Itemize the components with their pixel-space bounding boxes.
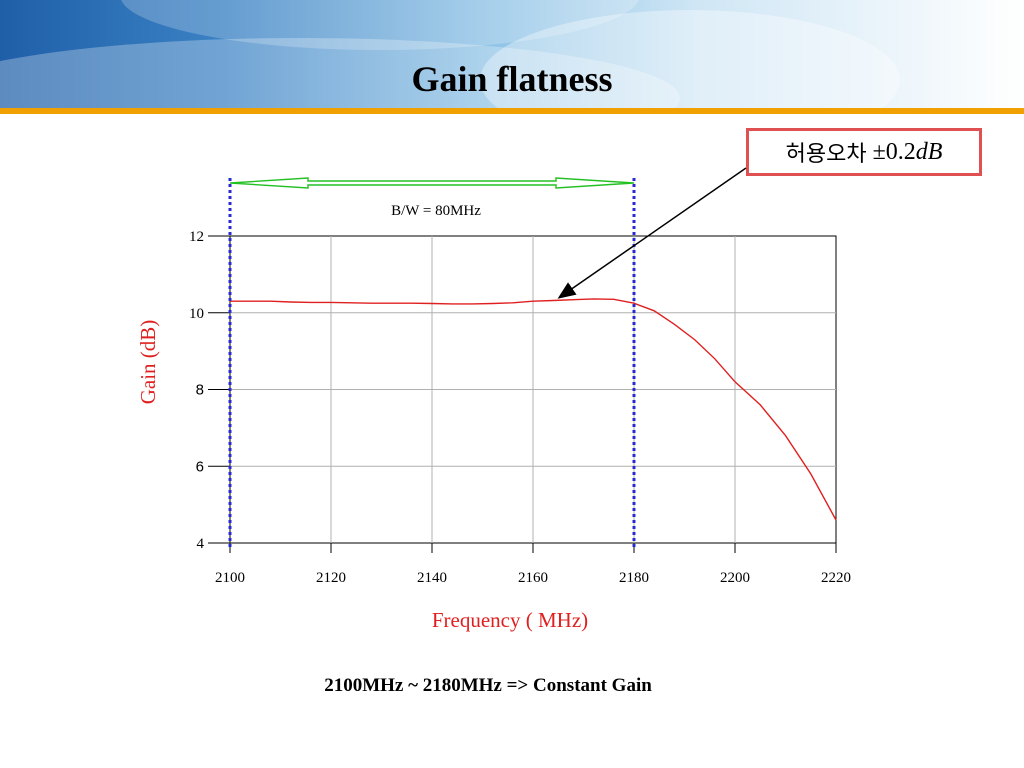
y-tick-label: 6: [196, 458, 204, 475]
bandwidth-label: B/W = 80MHz: [391, 203, 481, 219]
callout-arrow: [557, 167, 747, 299]
tolerance-value: ±0.2: [872, 138, 916, 165]
gain-curve: [230, 298, 837, 521]
tolerance-unit: dB: [915, 138, 943, 165]
x-tick-label: 2220: [821, 570, 851, 586]
y-axis-title: Gain (dB): [136, 320, 160, 405]
footer-note: 2100MHz ~ 2180MHz => Constant Gain: [324, 675, 652, 696]
x-tick-label: 2120: [316, 570, 346, 586]
y-tick-label: 8: [196, 382, 204, 399]
x-tick-label: 2160: [518, 570, 548, 586]
tolerance-label: 허용오차: [785, 142, 867, 167]
y-tick-label: 10: [189, 306, 204, 322]
title-banner: [0, 0, 1024, 108]
bandwidth-double-arrow: [229, 177, 635, 189]
tolerance-callout: 허용오차 ±0.2 dB: [746, 128, 982, 176]
x-tick-label: 2180: [619, 570, 649, 586]
slide-title: Gain flatness: [411, 59, 613, 99]
banner-rule: [0, 108, 1024, 114]
y-tick-label: 12: [189, 229, 204, 245]
x-tick-label: 2100: [215, 570, 245, 586]
x-axis-title: Frequency ( MHz): [432, 608, 588, 632]
x-tick-label: 2140: [417, 570, 447, 586]
y-tick-label: 4: [197, 536, 205, 552]
x-tick-label: 2200: [720, 570, 750, 586]
